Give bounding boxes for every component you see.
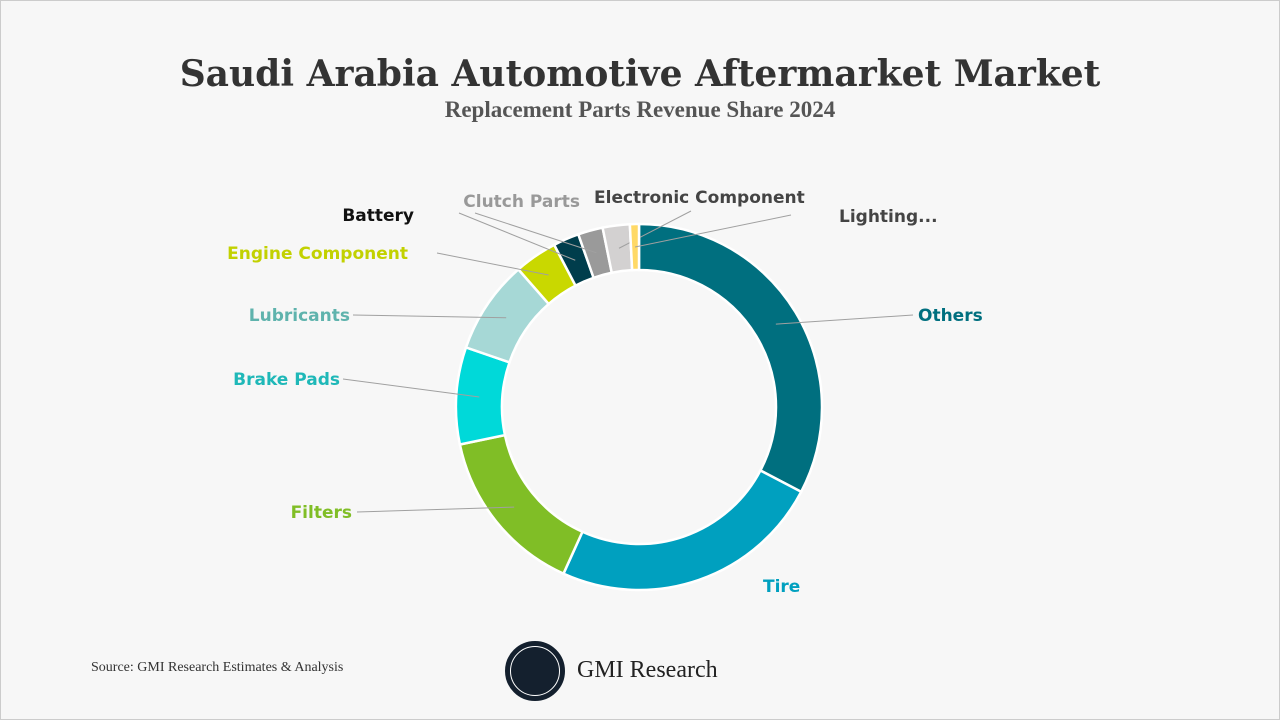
brand-name: GMI Research [577,657,718,683]
chart-title: Saudi Arabia Automotive Aftermarket Mark… [179,53,1101,95]
slice-label: Filters [291,503,352,523]
slice-label: Lubricants [249,306,350,326]
leader-line [356,506,515,513]
leader-line [436,252,549,276]
slice-label: Tire [763,577,800,597]
slice-others [637,222,824,494]
slice-label: Electronic Component [594,188,805,208]
leader-line [342,378,480,398]
slice-label: Battery [342,206,414,226]
leader-line [474,212,597,254]
chart-subtitle: Replacement Parts Revenue Share 2024 [444,97,836,122]
slice-tire [561,468,803,592]
source-note: Source: GMI Research Estimates & Analysi… [91,660,344,675]
slice-label: Clutch Parts [463,192,580,212]
gmi-logo-icon [505,641,565,701]
leader-line [352,314,507,319]
slice-filters [458,433,585,576]
slice-lighting [628,222,641,272]
leader-line [634,214,792,248]
slice-brake-pads [454,345,512,447]
slice-label: Others [918,306,983,326]
slice-label: Engine Component [227,244,408,264]
slice-label: Lighting... [839,207,938,227]
leader-line [775,314,914,325]
leader-line [458,212,576,261]
slice-label: Brake Pads [233,370,340,390]
